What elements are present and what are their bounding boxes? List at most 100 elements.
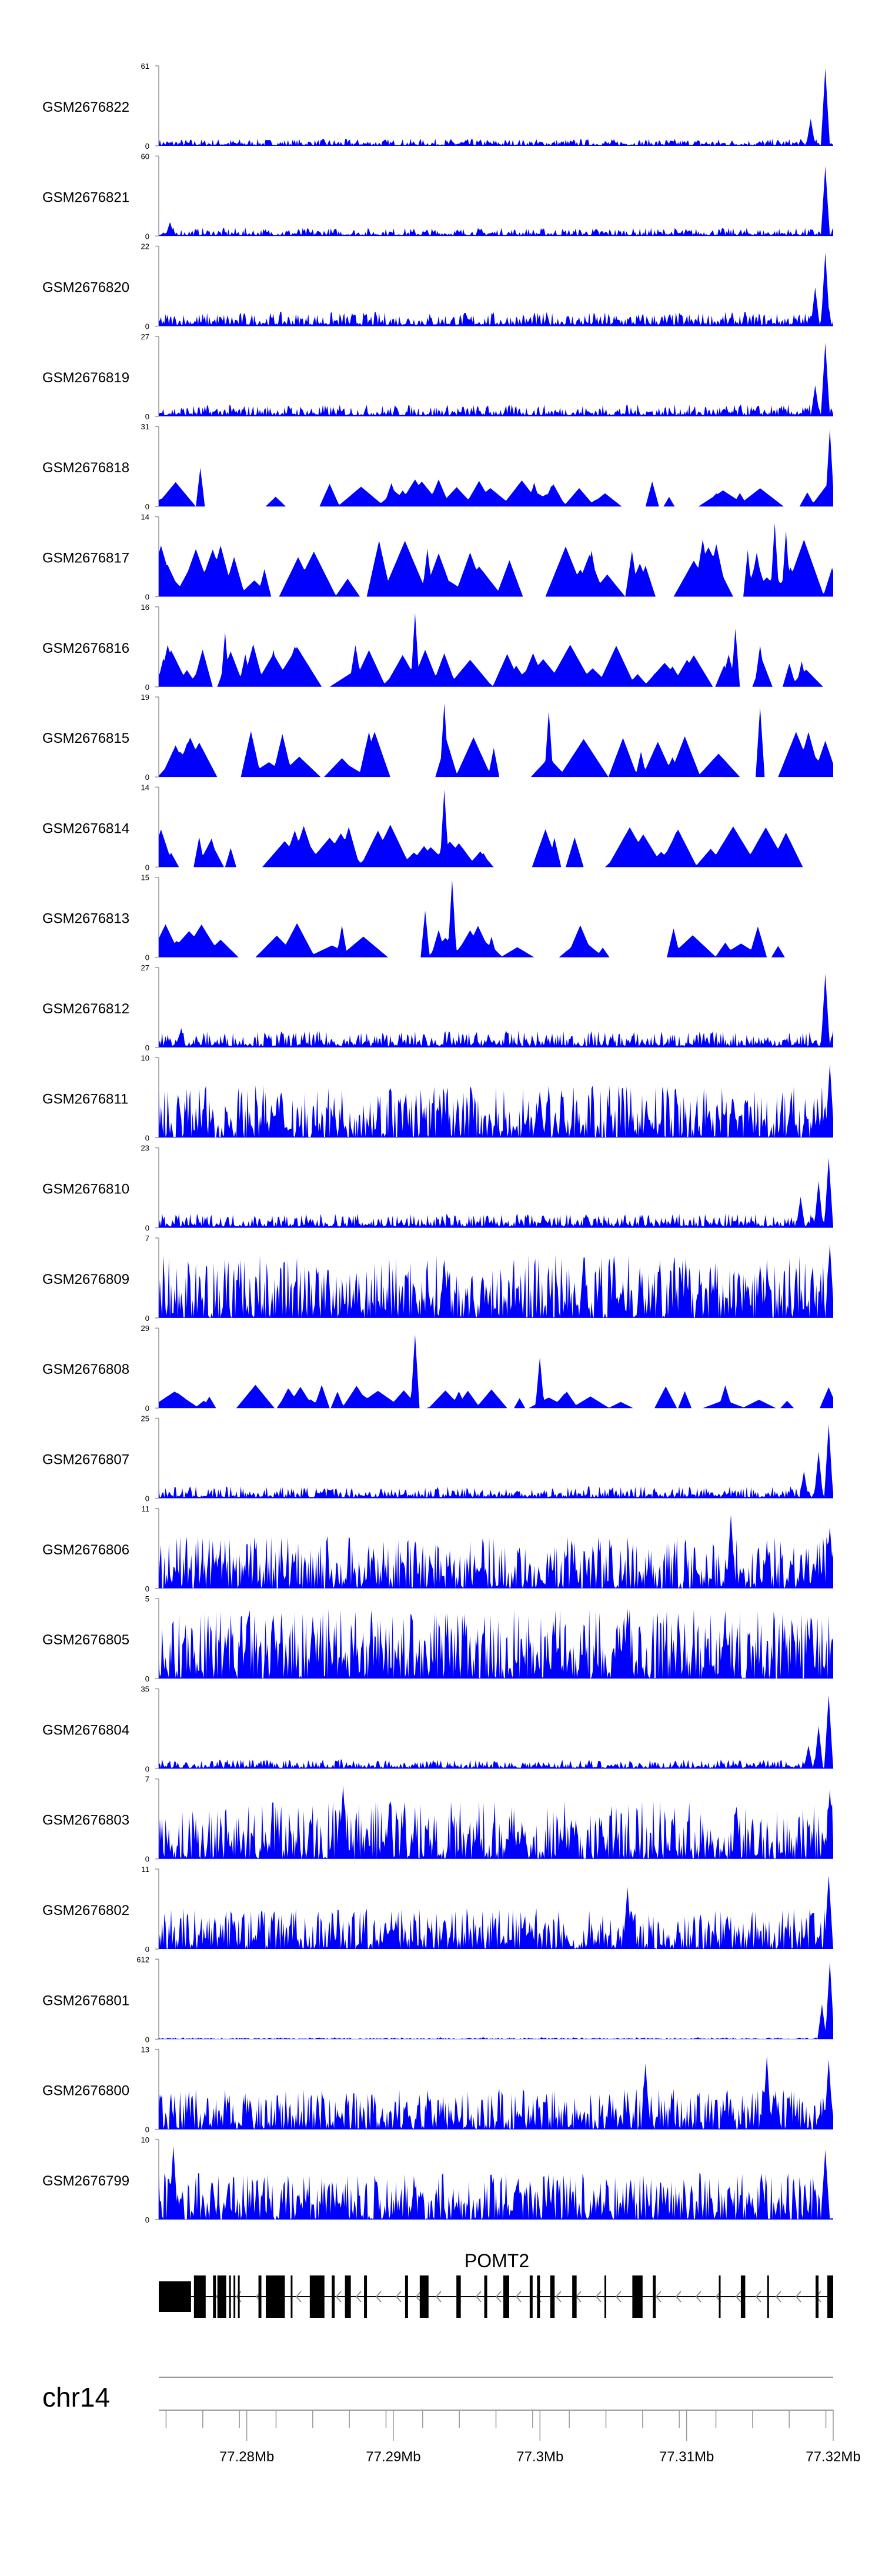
exon xyxy=(537,2275,540,2318)
y-zero-label: 0 xyxy=(145,232,149,241)
y-zero-label: 0 xyxy=(145,1224,149,1233)
track-label: GSM2676812 xyxy=(42,1001,129,1017)
track-GSM2676812: GSM2676812 27 0 xyxy=(42,963,833,1052)
y-zero-label: 0 xyxy=(145,953,149,962)
track-label: GSM2676816 xyxy=(42,640,129,656)
y-max-label: 61 xyxy=(141,62,149,71)
coverage-area xyxy=(159,1157,833,1228)
strand-arrow xyxy=(395,2291,402,2303)
coverage-area xyxy=(159,1424,833,1499)
y-zero-label: 0 xyxy=(145,2215,149,2224)
y-max-label: 22 xyxy=(141,242,149,251)
track-label: GSM2676811 xyxy=(42,1091,128,1107)
tick-label: 77.29Mb xyxy=(366,2449,420,2465)
exon xyxy=(290,2275,293,2318)
y-zero-label: 0 xyxy=(145,1945,149,1954)
track-GSM2676815: GSM2676815 19 0 xyxy=(42,693,833,782)
strand-arrow xyxy=(375,2291,382,2303)
strand-arrow xyxy=(775,2291,781,2303)
coverage-area xyxy=(159,2145,833,2220)
y-zero-label: 0 xyxy=(145,1674,149,1683)
tick-label: 77.31Mb xyxy=(659,2449,714,2465)
track-GSM2676814: GSM2676814 14 0 xyxy=(42,783,833,872)
exon xyxy=(827,2275,833,2318)
y-zero-label: 0 xyxy=(145,1404,149,1413)
exon xyxy=(503,2275,509,2318)
track-GSM2676819: GSM2676819 27 0 xyxy=(42,332,833,421)
track-GSM2676810: GSM2676810 23 0 xyxy=(42,1144,833,1233)
strand-arrow xyxy=(475,2291,482,2303)
strand-arrow xyxy=(595,2291,602,2303)
track-label: GSM2676804 xyxy=(42,1722,129,1738)
track-label: GSM2676818 xyxy=(42,460,129,476)
coverage-area xyxy=(159,342,833,416)
chromosome-label: chr14 xyxy=(42,2382,110,2413)
coverage-tracks: GSM2676822610GSM2676821600GSM2676820220G… xyxy=(42,62,833,2224)
y-zero-label: 0 xyxy=(145,2125,149,2134)
strand-arrow xyxy=(795,2291,801,2303)
exon xyxy=(193,2275,206,2318)
y-max-label: 19 xyxy=(141,693,149,702)
y-zero-label: 0 xyxy=(145,593,149,602)
coverage-area xyxy=(159,523,833,597)
exon xyxy=(484,2275,487,2318)
coverage-area xyxy=(159,1244,833,1318)
y-max-label: 10 xyxy=(141,1053,149,1062)
coverage-area xyxy=(159,973,833,1047)
track-label: GSM2676819 xyxy=(42,370,129,386)
exon xyxy=(456,2275,461,2318)
coverage-area xyxy=(159,1785,833,1859)
track-GSM2676818: GSM2676818 31 0 xyxy=(42,422,833,511)
exon xyxy=(767,2275,769,2318)
strand-arrow xyxy=(735,2291,741,2303)
track-GSM2676802: GSM2676802 11 0 xyxy=(42,1865,833,1954)
track-GSM2676801: GSM2676801 612 0 xyxy=(42,1955,833,2044)
track-label: GSM2676817 xyxy=(42,550,129,566)
track-GSM2676805: GSM2676805 5 0 xyxy=(42,1594,833,1683)
coverage-area xyxy=(159,1695,833,1769)
exon xyxy=(217,2275,226,2318)
exon xyxy=(719,2275,721,2318)
tick-label: 77.32Mb xyxy=(806,2449,860,2465)
gene-track: POMT2 xyxy=(159,2250,833,2318)
y-max-label: 11 xyxy=(142,1504,150,1513)
strand-arrow xyxy=(335,2291,342,2303)
exon xyxy=(740,2275,746,2318)
y-zero-label: 0 xyxy=(145,1584,149,1593)
strand-arrow xyxy=(515,2291,522,2303)
gene-name-label: POMT2 xyxy=(465,2250,529,2271)
coverage-area xyxy=(159,703,833,778)
track-label: GSM2676813 xyxy=(42,911,129,927)
track-label: GSM2676800 xyxy=(42,2083,129,2099)
y-max-label: 14 xyxy=(141,513,149,522)
track-label: GSM2676803 xyxy=(42,1813,129,1828)
track-GSM2676804: GSM2676804 35 0 xyxy=(42,1684,833,1773)
coverage-area xyxy=(159,1961,833,2040)
y-max-label: 29 xyxy=(141,1324,149,1333)
strand-arrow xyxy=(615,2291,622,2303)
track-label: GSM2676820 xyxy=(42,280,129,296)
exon xyxy=(653,2275,656,2318)
strand-arrow xyxy=(655,2291,662,2303)
coverage-area xyxy=(159,2056,833,2130)
tick-label: 77.28Mb xyxy=(219,2449,274,2465)
tick-label: 77.3Mb xyxy=(516,2449,563,2465)
y-zero-label: 0 xyxy=(145,1494,149,1503)
strand-arrow xyxy=(695,2291,701,2303)
y-max-label: 16 xyxy=(141,603,149,612)
exon xyxy=(213,2275,216,2318)
track-GSM2676806: GSM2676806 11 0 xyxy=(42,1504,833,1593)
coverage-area xyxy=(159,1875,833,1949)
coverage-area xyxy=(159,613,833,687)
y-zero-label: 0 xyxy=(145,1133,149,1142)
coverage-area xyxy=(159,429,833,507)
exon xyxy=(816,2275,819,2318)
exon xyxy=(229,2275,231,2318)
y-zero-label: 0 xyxy=(145,142,149,151)
coverage-area xyxy=(159,1334,833,1409)
track-label: GSM2676821 xyxy=(42,189,129,205)
y-max-label: 27 xyxy=(141,963,149,972)
track-label: GSM2676815 xyxy=(42,730,129,746)
coverage-area xyxy=(159,68,833,146)
track-GSM2676817: GSM2676817 14 0 xyxy=(42,513,833,602)
